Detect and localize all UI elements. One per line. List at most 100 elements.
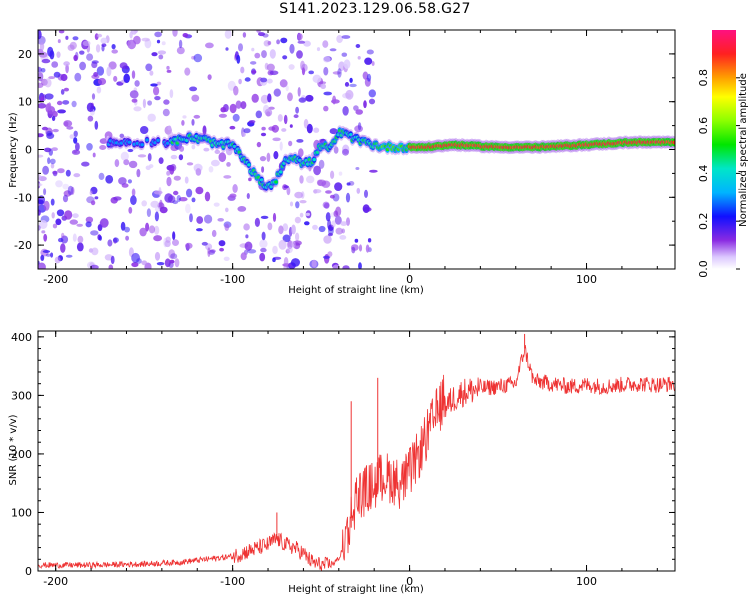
- noise-speckle: [38, 262, 46, 269]
- noise-speckle: [125, 65, 129, 70]
- noise-speckle: [244, 241, 253, 251]
- noise-speckle: [149, 70, 154, 76]
- noise-speckle: [111, 44, 116, 50]
- ridge-core: [185, 138, 189, 142]
- noise-speckle: [232, 184, 238, 193]
- noise-speckle: [355, 109, 364, 115]
- ridge-core: [135, 141, 140, 145]
- ridge-core: [315, 150, 320, 154]
- ridge-core: [165, 141, 170, 145]
- noise-speckle: [341, 35, 351, 39]
- noise-speckle: [39, 42, 45, 51]
- noise-speckle: [349, 83, 357, 88]
- x-tick-label: -100: [220, 273, 245, 286]
- noise-speckle: [217, 218, 224, 222]
- x-tick-label: 0: [406, 575, 413, 588]
- noise-speckle: [79, 61, 86, 71]
- noise-speckle: [184, 67, 191, 76]
- noise-speckle: [224, 30, 232, 39]
- noise-speckle: [261, 126, 266, 131]
- noise-speckle: [204, 214, 213, 224]
- noise-speckle: [323, 56, 331, 63]
- noise-speckle: [64, 210, 73, 220]
- noise-speckle: [362, 71, 369, 80]
- snr-frame: [37, 330, 676, 572]
- noise-speckle: [151, 52, 158, 57]
- y-tick-label: 0: [25, 144, 32, 157]
- noise-speckle: [343, 59, 351, 69]
- noise-speckle: [127, 148, 134, 153]
- noise-speckle: [129, 90, 139, 99]
- x-tick-label: -200: [43, 575, 68, 588]
- noise-speckle: [277, 114, 283, 122]
- noise-speckle: [233, 85, 239, 96]
- noise-speckle: [313, 165, 321, 176]
- noise-speckle: [60, 73, 68, 82]
- noise-speckle: [38, 82, 44, 88]
- noise-speckle: [297, 40, 306, 44]
- noise-speckle: [185, 242, 193, 249]
- noise-speckle: [316, 47, 321, 52]
- noise-speckle: [57, 39, 61, 44]
- ridge-core: [232, 144, 237, 149]
- noise-speckle: [298, 97, 307, 103]
- noise-speckle: [306, 175, 315, 184]
- noise-speckle: [281, 128, 287, 132]
- noise-speckle: [283, 185, 289, 189]
- noise-speckle: [153, 190, 163, 195]
- noise-speckle: [53, 71, 61, 78]
- noise-speckle: [243, 128, 251, 134]
- ridge-core: [108, 139, 113, 143]
- noise-speckle: [86, 53, 94, 61]
- ridge-core: [127, 140, 132, 144]
- noise-speckle: [172, 239, 179, 247]
- snr-plot-area: [38, 331, 675, 571]
- noise-speckle: [196, 216, 204, 224]
- noise-speckle: [337, 68, 342, 78]
- y-tick-label: -10: [14, 191, 32, 204]
- noise-speckle: [288, 140, 293, 147]
- noise-speckle: [81, 161, 90, 167]
- noise-speckle: [303, 40, 311, 47]
- noise-speckle: [61, 232, 65, 239]
- noise-speckle: [296, 50, 303, 59]
- ridge-core: [237, 150, 242, 154]
- noise-speckle: [320, 83, 327, 90]
- noise-speckle: [94, 120, 99, 130]
- noise-speckle: [43, 200, 50, 211]
- noise-speckle: [52, 170, 58, 175]
- noise-speckle: [248, 120, 256, 124]
- noise-speckle: [133, 106, 142, 112]
- noise-speckle: [305, 94, 314, 102]
- noise-speckle: [331, 220, 336, 228]
- noise-speckle: [72, 36, 79, 41]
- noise-speckle: [289, 124, 293, 128]
- noise-speckle: [366, 73, 372, 82]
- noise-speckle: [62, 183, 69, 190]
- noise-speckle: [245, 234, 249, 239]
- noise-speckle: [318, 138, 324, 143]
- noise-speckle: [358, 262, 362, 269]
- noise-speckle: [153, 225, 160, 235]
- noise-speckle: [44, 78, 52, 88]
- noise-speckle: [355, 44, 361, 48]
- y-tick-label: 100: [11, 506, 32, 519]
- noise-speckle: [306, 123, 313, 134]
- noise-speckle: [51, 61, 59, 68]
- noise-speckle: [158, 157, 164, 165]
- noise-speckle: [38, 199, 44, 205]
- noise-speckle: [223, 256, 230, 261]
- noise-speckle: [41, 126, 49, 131]
- noise-speckle: [191, 94, 200, 102]
- noise-speckle: [220, 107, 227, 113]
- noise-speckle: [273, 88, 281, 97]
- noise-speckle: [345, 192, 351, 203]
- noise-speckle: [73, 130, 78, 137]
- noise-speckle: [104, 254, 113, 261]
- noise-speckle: [329, 48, 337, 52]
- noise-speckle: [207, 247, 211, 258]
- noise-speckle: [51, 115, 56, 121]
- noise-speckle: [147, 113, 156, 122]
- noise-speckle: [313, 127, 320, 133]
- noise-speckle: [44, 93, 54, 100]
